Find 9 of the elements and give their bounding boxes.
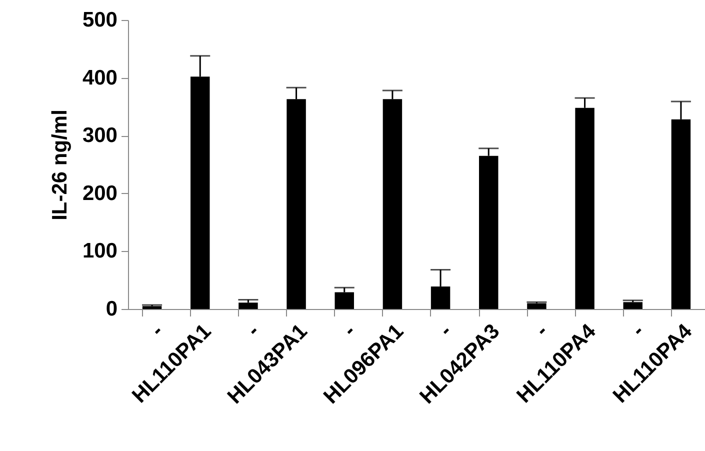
bar [238,302,258,309]
y-tick-label: 500 [82,8,118,32]
y-tick-label: 0 [106,298,118,320]
y-tick-label: 400 [82,66,118,90]
y-tick-label: 300 [82,124,118,148]
y-tick-label: 100 [82,240,118,263]
y-tick-label: 200 [82,182,118,205]
bar [334,292,354,309]
y-axis-title: IL-26 ng/ml [48,110,72,220]
